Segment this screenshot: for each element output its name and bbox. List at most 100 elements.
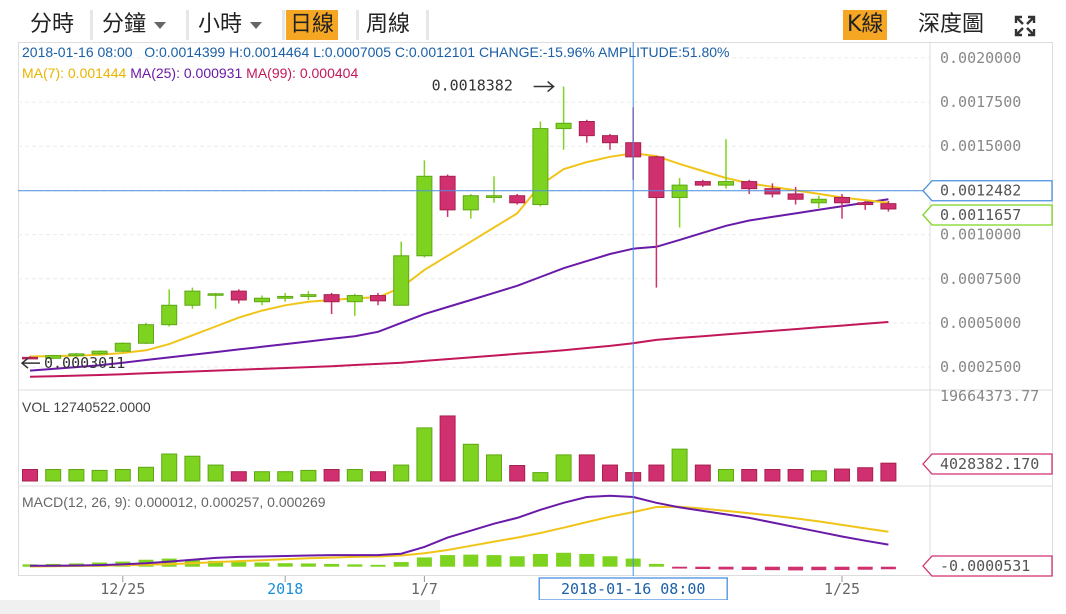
kline-chart-frame bbox=[18, 42, 1053, 576]
volume-bar bbox=[230, 471, 247, 482]
ma99-value: MA(99): 0.000404 bbox=[246, 65, 359, 81]
tab-depth-chart[interactable]: 深度圖 bbox=[918, 12, 985, 37]
macd-bar bbox=[509, 556, 525, 567]
candle[interactable] bbox=[91, 350, 108, 355]
volume-bar bbox=[810, 470, 827, 482]
chevron-down-icon bbox=[250, 21, 263, 29]
volume-bar bbox=[277, 471, 294, 482]
candle[interactable] bbox=[509, 195, 526, 204]
candle[interactable] bbox=[671, 184, 688, 198]
volume-bar bbox=[254, 471, 270, 482]
macd-bar bbox=[556, 552, 572, 567]
candle[interactable] bbox=[277, 295, 294, 299]
macd-bar bbox=[347, 564, 363, 567]
tab-kline[interactable]: K線 bbox=[843, 10, 888, 40]
candle[interactable] bbox=[370, 295, 386, 302]
tab-weekly[interactable]: 周線 bbox=[366, 12, 411, 37]
candle[interactable] bbox=[718, 181, 734, 186]
candle[interactable] bbox=[555, 122, 572, 130]
candle[interactable] bbox=[857, 202, 874, 206]
volume-bar bbox=[138, 466, 154, 482]
volume-bar bbox=[578, 454, 595, 482]
price-tick-label: 0.0020000 bbox=[940, 49, 1021, 67]
kline-chart[interactable]: 0.00200000.00175000.00150000.00125000.00… bbox=[0, 0, 1066, 600]
volume-bar bbox=[91, 469, 108, 482]
macd-bar bbox=[393, 562, 409, 567]
tab-daily[interactable]: 日線 bbox=[286, 10, 339, 40]
candle[interactable] bbox=[787, 193, 804, 200]
candle[interactable] bbox=[694, 181, 711, 186]
candle[interactable] bbox=[138, 324, 154, 344]
time-tick-label: 2018 bbox=[267, 580, 303, 598]
macd-bar bbox=[834, 566, 850, 570]
volume-bar bbox=[462, 443, 479, 482]
volume-bar bbox=[694, 464, 711, 482]
macd-bar bbox=[602, 556, 618, 567]
volume-bar bbox=[509, 465, 526, 482]
candle[interactable] bbox=[834, 196, 850, 204]
candle[interactable] bbox=[810, 198, 827, 204]
volume-bar bbox=[880, 462, 897, 482]
candle[interactable] bbox=[486, 195, 502, 198]
tab-minutes[interactable]: 分鐘 bbox=[102, 10, 167, 40]
candle[interactable] bbox=[346, 295, 363, 303]
tab-time-sharing[interactable]: 分時 bbox=[30, 12, 75, 37]
candle[interactable] bbox=[439, 175, 456, 211]
candle[interactable] bbox=[578, 121, 595, 137]
horizontal-scrollbar[interactable] bbox=[0, 600, 440, 614]
ma-info: MA(7): 0.001444 MA(25): 0.000931 MA(99):… bbox=[22, 65, 358, 81]
candle[interactable] bbox=[741, 181, 758, 190]
candle[interactable] bbox=[880, 203, 897, 210]
macd-bar bbox=[811, 566, 827, 571]
candle[interactable] bbox=[184, 290, 201, 306]
volume-bar bbox=[207, 464, 224, 482]
candle[interactable] bbox=[300, 294, 317, 297]
macd-bar bbox=[486, 555, 502, 567]
candle[interactable] bbox=[207, 293, 224, 296]
price-tick-label: 0.0007500 bbox=[940, 270, 1021, 288]
candle[interactable] bbox=[532, 128, 549, 206]
volume-bar bbox=[787, 468, 804, 482]
crosshair-price-label-box bbox=[922, 180, 1053, 202]
price-tick-label: 0.0005000 bbox=[940, 314, 1021, 332]
ma25-line bbox=[29, 198, 889, 372]
candle[interactable] bbox=[45, 355, 62, 359]
crosshair-date-box bbox=[538, 577, 728, 600]
fullscreen-button[interactable] bbox=[1013, 14, 1037, 44]
arrow-left-icon bbox=[20, 357, 40, 369]
volume-bar bbox=[555, 454, 572, 482]
volume-bar bbox=[370, 471, 386, 482]
macd-title: MACD(12, 26, 9): 0.000012, 0.000257, 0.0… bbox=[22, 494, 326, 510]
macd-bar bbox=[300, 563, 316, 567]
tab-hours[interactable]: 小時 bbox=[198, 10, 263, 40]
volume-bar bbox=[416, 427, 433, 482]
volume-bar bbox=[300, 469, 317, 482]
candle[interactable] bbox=[68, 353, 85, 357]
price-tick-label: 0.0010000 bbox=[940, 226, 1021, 244]
candle[interactable] bbox=[230, 290, 247, 301]
macd-bar bbox=[880, 566, 896, 570]
volume-bar bbox=[718, 468, 734, 482]
candle[interactable] bbox=[462, 195, 479, 211]
ma7-line bbox=[29, 152, 889, 358]
volume-bar bbox=[648, 464, 665, 482]
candle[interactable] bbox=[161, 304, 178, 326]
toolbar-divider bbox=[282, 10, 285, 40]
candle[interactable] bbox=[22, 356, 38, 360]
candle[interactable] bbox=[254, 297, 270, 303]
candle[interactable] bbox=[764, 188, 781, 195]
time-tick-label: 1/7 bbox=[411, 580, 438, 598]
candle[interactable] bbox=[323, 294, 340, 303]
candle[interactable] bbox=[114, 342, 131, 352]
macd-dea-line bbox=[29, 505, 889, 568]
candle[interactable] bbox=[602, 135, 618, 144]
info-ohlc: O:0.0014399 H:0.0014464 L:0.0007005 C:0.… bbox=[144, 44, 730, 60]
candle[interactable] bbox=[416, 175, 433, 257]
volume-bar bbox=[161, 453, 178, 482]
candle[interactable] bbox=[648, 156, 665, 198]
candle[interactable] bbox=[393, 255, 410, 306]
macd-bar bbox=[857, 566, 873, 570]
volume-last-label: 4028382.170 bbox=[940, 455, 1039, 473]
ma99-line bbox=[29, 321, 889, 378]
macd-bar bbox=[370, 564, 386, 567]
